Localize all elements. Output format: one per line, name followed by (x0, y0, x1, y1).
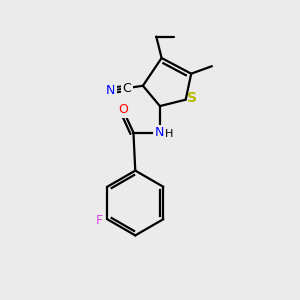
Text: H: H (165, 129, 173, 139)
Text: N: N (106, 84, 116, 97)
Text: S: S (187, 91, 197, 105)
Text: O: O (118, 103, 128, 116)
Text: F: F (95, 214, 103, 227)
Text: C: C (122, 82, 131, 95)
Text: N: N (155, 126, 164, 139)
